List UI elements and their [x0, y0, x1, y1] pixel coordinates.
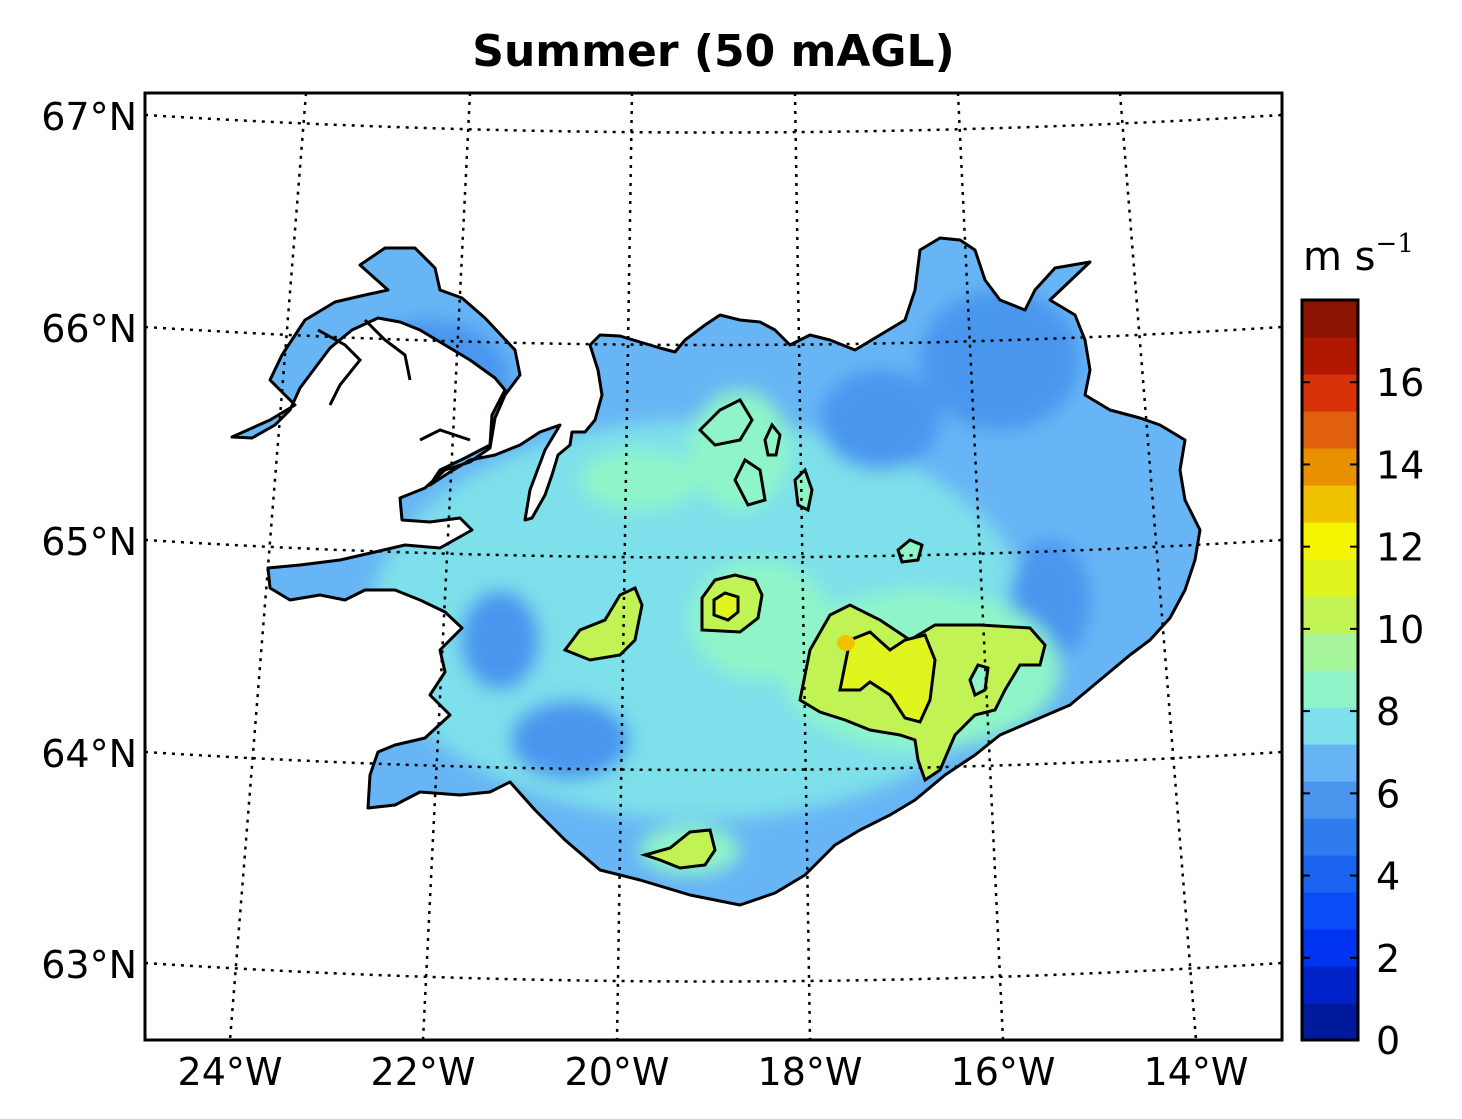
region-hofsjokull-core — [712, 591, 740, 622]
page-title: Summer (50 mAGL) — [472, 26, 955, 77]
lat-label: 63°N — [41, 943, 137, 987]
colorbar-tick-label: 4 — [1376, 855, 1400, 899]
wind-speed-field — [230, 236, 1202, 907]
colorbar-swatch — [1302, 485, 1358, 523]
region-north-1 — [697, 398, 754, 447]
colorbar-tick-label: 14 — [1376, 443, 1424, 487]
region-north-2 — [733, 457, 767, 507]
colorbar-swatch — [1302, 670, 1358, 708]
graticule — [144, 92, 1283, 1041]
colorbar-tick-label: 12 — [1376, 526, 1424, 570]
region-north-4 — [763, 422, 782, 457]
region-vatnajokull-core — [838, 630, 937, 724]
colorbar-swatch — [1302, 596, 1358, 634]
colorbar-tick-label: 2 — [1376, 937, 1400, 981]
colorbar-tick-label: 8 — [1376, 690, 1400, 734]
colorbar-ticks: 0 2 4 6 8 10 12 14 16 — [1302, 361, 1424, 1063]
parallel-65 — [144, 538, 1283, 559]
colorbar-swatch — [1302, 781, 1358, 819]
lat-label: 64°N — [41, 732, 137, 776]
map-frame — [143, 91, 1284, 1042]
colorbar-swatch — [1302, 818, 1358, 856]
parallel-67 — [144, 113, 1283, 134]
colorbar-swatch — [1302, 855, 1358, 893]
colorbar-swatch — [1302, 633, 1358, 671]
colorbar-unit: m s−1 — [1303, 229, 1414, 280]
region-north-3 — [793, 467, 814, 513]
colorbar-unit-exponent: −1 — [1376, 229, 1414, 259]
colorbar-swatch — [1302, 411, 1358, 449]
region-east-small — [896, 538, 924, 564]
peak-max — [837, 635, 855, 651]
colorbar-frame — [1300, 298, 1360, 1042]
colorbar-swatch — [1302, 1003, 1358, 1041]
colorbar-swatch — [1302, 929, 1358, 967]
colorbar-tick-label: 0 — [1376, 1019, 1400, 1063]
region-myrdalsjokull — [639, 828, 717, 870]
fjord-contour-3 — [419, 428, 471, 442]
coastline — [230, 236, 1202, 907]
parallel-63 — [144, 961, 1283, 983]
lon-label: 22°W — [371, 1050, 476, 1094]
colorbar-swatch — [1302, 448, 1358, 486]
colorbar-tick-label: 6 — [1376, 772, 1400, 816]
lat-label: 66°N — [41, 307, 137, 351]
colorbar-swatch — [1302, 374, 1358, 412]
colorbar-swatch — [1302, 892, 1358, 930]
lat-label: 67°N — [41, 95, 137, 139]
lon-label: 24°W — [178, 1050, 283, 1094]
parallel-66 — [144, 325, 1283, 347]
colorbar-tick-label: 10 — [1376, 608, 1424, 652]
colorbar-swatch — [1302, 966, 1358, 1004]
fjord-contour-1 — [317, 328, 363, 406]
colorbar-tick-label: 16 — [1376, 361, 1424, 405]
colorbar-swatch — [1302, 300, 1358, 338]
colorbar-unit-base: m s — [1303, 234, 1376, 280]
colorbar-swatch — [1302, 707, 1358, 745]
colorbar-swatches — [1302, 300, 1358, 1041]
colorbar-swatch — [1302, 337, 1358, 375]
fjord-contour-2 — [363, 318, 412, 381]
lat-label: 65°N — [41, 520, 137, 564]
lon-label: 18°W — [758, 1050, 863, 1094]
lon-label: 20°W — [565, 1050, 670, 1094]
colorbar: 0 2 4 6 8 10 12 14 16 — [1300, 298, 1424, 1063]
colorbar-swatch — [1302, 559, 1358, 597]
lon-label: 16°W — [951, 1050, 1056, 1094]
colorbar-swatch — [1302, 744, 1358, 782]
colorbar-swatch — [1302, 522, 1358, 560]
lon-label: 14°W — [1144, 1050, 1249, 1094]
parallel-64 — [144, 750, 1283, 772]
